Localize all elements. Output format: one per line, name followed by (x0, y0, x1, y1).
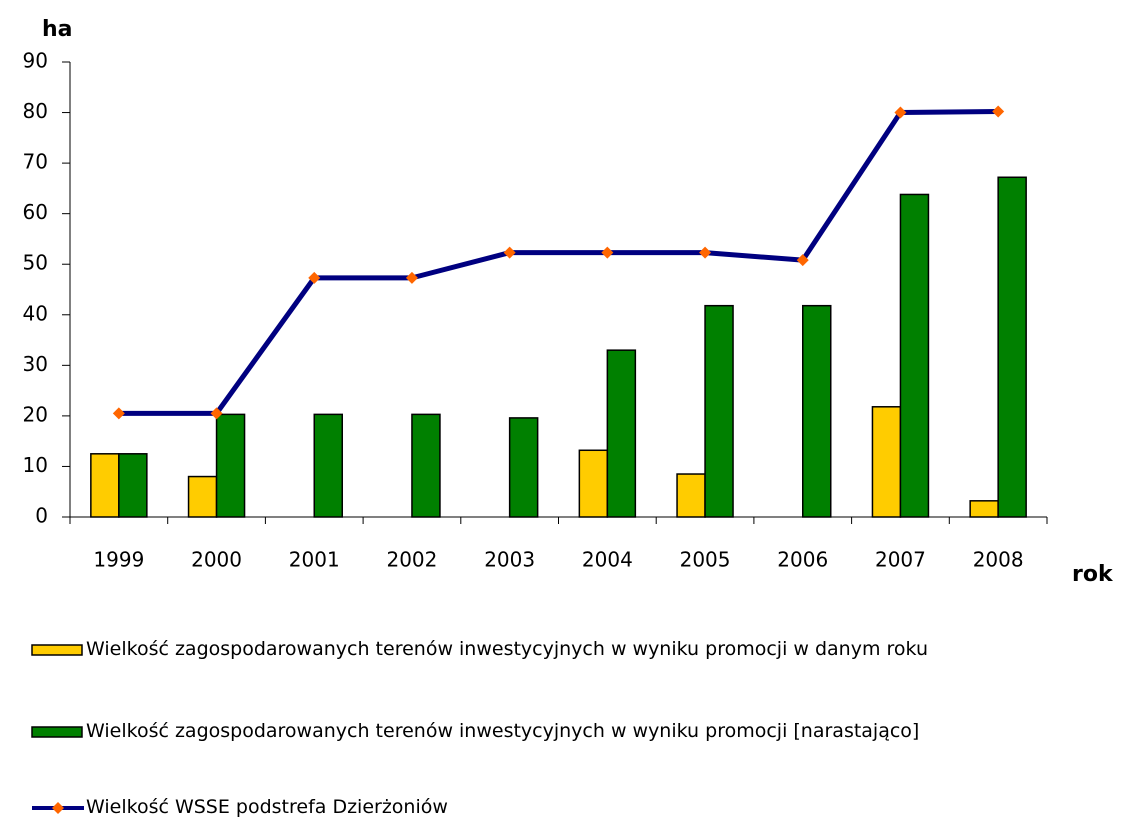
marker (894, 106, 907, 119)
x-tick-label: 2003 (484, 548, 535, 572)
x-tick-label: 2001 (289, 548, 340, 572)
bar (578, 449, 609, 518)
bar (508, 417, 539, 518)
y-tick-label: 60 (23, 200, 48, 224)
y-tick-label: 20 (23, 402, 48, 426)
x-tick-label: 2008 (973, 548, 1024, 572)
bar (606, 349, 637, 518)
legend-label: Wielkość zagospodarowanych terenów inwes… (86, 638, 928, 660)
y-axis-label: ha (42, 17, 73, 42)
bar (411, 413, 441, 518)
bar (118, 453, 148, 518)
x-tick-label: 2000 (191, 548, 242, 572)
marker (699, 246, 712, 259)
marker (796, 254, 809, 267)
y-tick-label: 50 (23, 251, 48, 275)
chart: ha rok 0 10 20 30 40 50 60 70 80 90 1999 2000 2001 20… (23, 17, 1114, 587)
marker (601, 246, 614, 259)
y-tick-label: 90 (23, 49, 48, 73)
y-tick-label: 10 (23, 453, 48, 477)
y-tick-label: 70 (23, 150, 48, 174)
line (118, 109, 999, 416)
legend-entry: Wielkość WSSE podstrefa Dzierżoniów (30, 794, 1100, 821)
bar (899, 193, 930, 518)
bar (871, 406, 902, 518)
swatch-marker (52, 802, 64, 814)
bar (969, 500, 999, 518)
swatch (31, 644, 83, 656)
bar (676, 473, 706, 518)
legend-entry: Wielkość zagospodarowanych terenów inwes… (30, 718, 1100, 745)
bar (313, 413, 343, 518)
x-tick-label: 2005 (680, 548, 731, 572)
bar (704, 304, 734, 518)
y-tick-label: 0 (35, 504, 48, 528)
marker (405, 271, 418, 284)
legend-label: Wielkość WSSE podstrefa Dzierżoniów (86, 796, 448, 818)
legend-entry: Wielkość zagospodarowanych terenów inwes… (30, 636, 1100, 663)
legend-swatch (31, 644, 83, 656)
marker (308, 271, 321, 284)
y-tick-label: 80 (23, 99, 48, 123)
y-tick-label: 30 (23, 352, 48, 376)
swatch (31, 726, 83, 738)
marker (210, 407, 223, 420)
marker (992, 105, 1005, 118)
x-tick-label: 2006 (777, 548, 828, 572)
x-tick-label: 2007 (875, 548, 926, 572)
bar (997, 176, 1027, 518)
x-tick-label: 2004 (582, 548, 633, 572)
marker (112, 407, 125, 420)
legend-swatch (31, 726, 83, 738)
y-tick-label: 40 (23, 301, 48, 325)
x-tick-label: 1999 (93, 548, 144, 572)
bar (802, 304, 832, 518)
bar (187, 475, 218, 518)
x-axis-label: rok (1072, 562, 1114, 587)
legend-label: Wielkość zagospodarowanych terenów inwes… (86, 720, 920, 742)
marker (503, 246, 516, 259)
bar (215, 413, 246, 518)
bar (90, 453, 120, 518)
legend-swatch (32, 802, 84, 814)
x-tick-label: 2002 (386, 548, 437, 572)
